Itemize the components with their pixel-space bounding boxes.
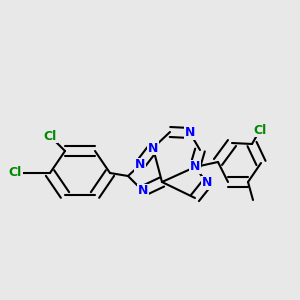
Text: N: N [148,142,158,154]
Text: N: N [138,184,148,197]
Text: N: N [135,158,145,172]
Text: N: N [190,160,200,173]
Text: Cl: Cl [44,130,57,142]
Text: N: N [202,176,212,190]
Text: N: N [185,127,195,140]
Text: Cl: Cl [9,167,22,179]
Text: Cl: Cl [254,124,267,136]
